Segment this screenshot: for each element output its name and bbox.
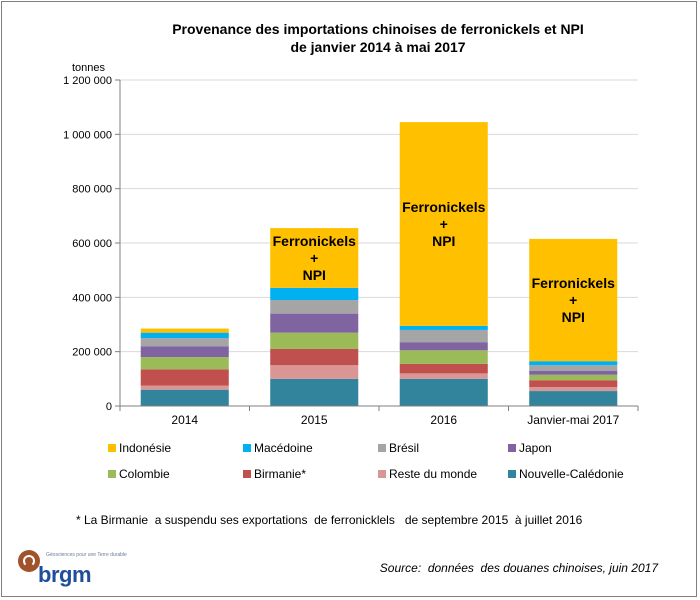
bar-macedoine-2014 [140,332,229,339]
bar-reste-du-monde-2014 [140,385,229,390]
annotation-2016: NPI [432,233,455,249]
x-tick-label: Janvier-mai 2017 [527,413,619,427]
bar-indonesie-2016 [399,122,488,326]
y-axis-label: tonnes [72,62,106,74]
annotation-2015: + [310,250,318,266]
annotation-2016: + [440,216,448,232]
x-tick-label: 2015 [301,413,328,427]
legend-label-indonesie: Indonésie [119,441,171,455]
bar-colombie-2014 [140,357,229,370]
legend-swatch-birmanie [243,470,251,478]
bar-reste-du-monde-2016 [399,373,488,379]
y-tick-label: 200 000 [72,347,112,359]
logo-wordmark: brgm [38,562,92,587]
bar-birmanie-2015 [270,348,359,366]
legend-swatch-colombie [108,470,116,478]
bar-nouvelle-caledonie-2014 [140,389,229,406]
legend-swatch-reste-du-monde [378,470,386,478]
bar-indonesie-2015 [270,228,359,288]
bar-macedoine-janvier-mai-2017 [529,361,618,366]
legend-label-reste-du-monde: Reste du monde [389,467,477,481]
bar-nouvelle-caledonie-2016 [399,378,488,406]
chart-title: Provenance des importations chinoises de… [172,21,584,37]
bar-colombie-janvier-mai-2017 [529,374,618,381]
bar-birmanie-2014 [140,369,229,386]
bar-colombie-2016 [399,350,488,364]
chart-subtitle: de janvier 2014 à mai 2017 [290,39,465,55]
bar-bresil-janvier-mai-2017 [529,365,618,371]
bar-nouvelle-caledonie-janvier-mai-2017 [529,391,618,406]
bar-bresil-2015 [270,300,359,314]
bar-bresil-2016 [399,329,488,343]
y-tick-label: 400 000 [72,292,112,304]
bar-indonesie-janvier-mai-2017 [529,238,618,362]
y-tick-label: 1 000 000 [63,129,112,141]
x-tick-label: 2014 [171,413,198,427]
annotation-2015: Ferronickels [273,233,356,249]
annotation-janvier-mai-2017: NPI [562,309,585,325]
bar-macedoine-2015 [270,287,359,301]
legend-label-birmanie: Birmanie* [254,467,306,481]
legend-swatch-bresil [378,444,386,452]
annotation-2015: NPI [303,267,326,283]
source-note: Source: données des douanes chinoises, j… [379,561,658,575]
bar-japon-2015 [270,313,359,333]
bar-nouvelle-caledonie-2015 [270,378,359,406]
y-tick-label: 800 000 [72,184,112,196]
bar-birmanie-janvier-mai-2017 [529,380,618,387]
legend-label-japon: Japon [519,441,552,455]
y-tick-label: 1 200 000 [63,75,112,87]
legend-swatch-nouvelle-caledonie [508,470,516,478]
legend-swatch-macedoine [243,444,251,452]
legend-label-nouvelle-caledonie: Nouvelle-Calédonie [519,467,624,481]
legend-label-colombie: Colombie [119,467,170,481]
bar-birmanie-2016 [399,363,488,374]
bar-bresil-2014 [140,338,229,347]
logo-tagline: Géosciences pour une Terre durable [46,552,127,558]
legend-swatch-indonesie [108,444,116,452]
legend-label-macedoine: Macédoine [254,441,313,455]
bar-reste-du-monde-janvier-mai-2017 [529,386,618,392]
bar-reste-du-monde-2015 [270,365,359,379]
bar-colombie-2015 [270,332,359,349]
annotation-janvier-mai-2017: + [569,292,577,308]
y-tick-label: 0 [106,401,112,413]
bar-japon-2016 [399,342,488,351]
bar-macedoine-2016 [399,325,488,330]
brgm-logo-icon [18,550,40,572]
y-tick-label: 600 000 [72,238,112,250]
legend-label-bresil: Brésil [389,441,419,455]
footnote: * La Birmanie a suspendu ses exportation… [76,513,583,527]
legend-swatch-japon [508,444,516,452]
brgm-logo: Géosciences pour une Terre durable brgm [12,548,127,592]
annotation-2016: Ferronickels [402,199,485,215]
bar-indonesie-2014 [140,328,229,333]
bar-japon-janvier-mai-2017 [529,370,618,375]
bar-japon-2014 [140,346,229,358]
x-tick-label: 2016 [430,413,457,427]
annotation-janvier-mai-2017: Ferronickels [532,275,615,291]
